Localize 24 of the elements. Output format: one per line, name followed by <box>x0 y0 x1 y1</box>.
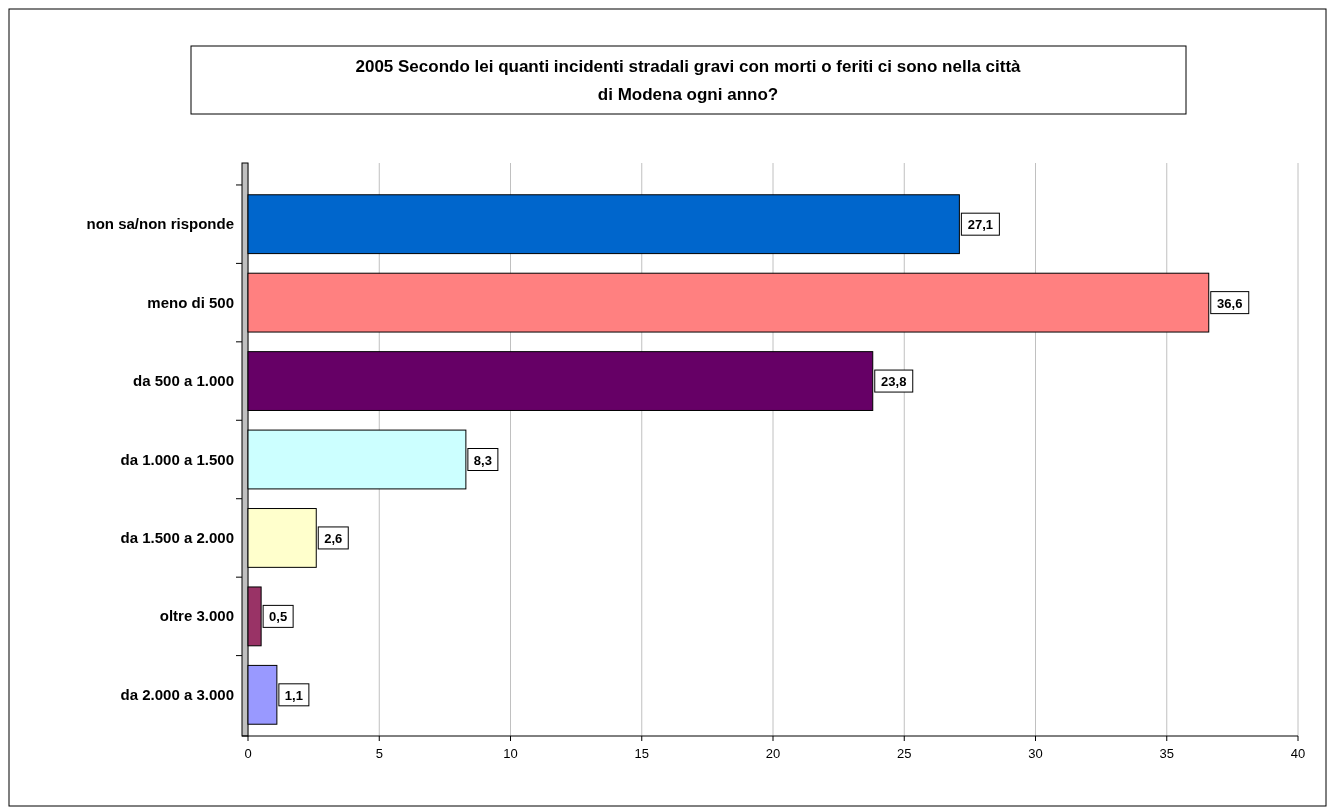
y-tick-label: oltre 3.000 <box>159 607 234 625</box>
x-tick-label: 25 <box>897 746 912 761</box>
data-label: 2,6 <box>324 530 343 546</box>
x-tick-label: 0 <box>244 746 252 761</box>
y-tick-label: da 500 a 1.000 <box>133 372 234 390</box>
y-tick-label: da 1.000 a 1.500 <box>120 450 234 468</box>
data-label: 27,1 <box>967 217 994 233</box>
y-tick-label: da 2.000 a 3.000 <box>120 685 234 703</box>
x-tick-label: 20 <box>765 746 781 761</box>
y-tick-label: non sa/non risponde <box>86 215 234 233</box>
data-label: 1,1 <box>284 687 303 703</box>
x-tick-label: 5 <box>375 746 383 761</box>
data-label: 23,8 <box>881 374 907 390</box>
y-tick-label: da 1.500 a 2.000 <box>120 528 234 546</box>
data-label: 0,5 <box>269 609 288 625</box>
y-tick-label: meno di 500 <box>147 293 234 311</box>
x-tick-label: 35 <box>1159 746 1174 761</box>
chart-title: 2005 Secondo lei quanti incidenti stradali gravi con morti o feriti ci sono nella città di Modena ogni anno? <box>355 57 1022 104</box>
x-tick-label: 40 <box>1290 746 1306 761</box>
x-tick-label: 10 <box>503 746 518 761</box>
data-label: 8,3 <box>473 452 492 468</box>
x-tick-label: 15 <box>634 746 649 761</box>
x-tick-label: 30 <box>1028 746 1043 761</box>
data-label: 36,6 <box>1217 295 1243 311</box>
